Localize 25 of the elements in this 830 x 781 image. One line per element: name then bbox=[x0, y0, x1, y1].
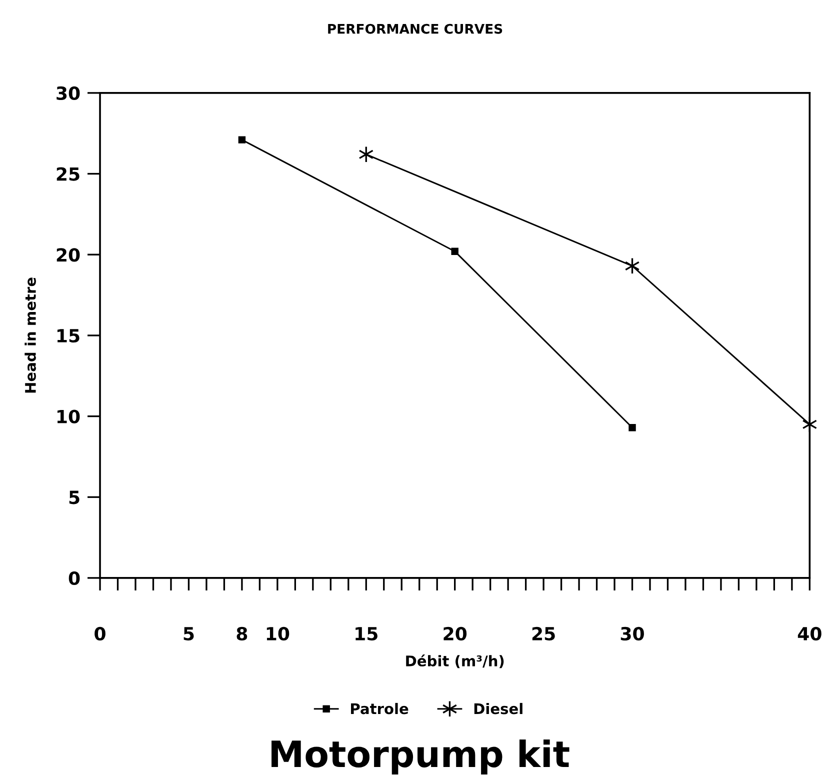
x-axis-title: Débit (m³/h) bbox=[406, 654, 504, 668]
x-tick-label: 40 bbox=[798, 626, 822, 641]
y-tick-label: 30 bbox=[56, 86, 80, 100]
point bbox=[238, 136, 246, 144]
point bbox=[451, 248, 458, 255]
x-tick-label: 30 bbox=[620, 626, 644, 641]
x-tick-label: 10 bbox=[266, 626, 290, 641]
x-tick-label: 25 bbox=[532, 626, 555, 641]
y-tick-label: 0 bbox=[68, 571, 80, 586]
x-tick-label: 20 bbox=[444, 626, 467, 641]
y-tick-label: 5 bbox=[69, 490, 80, 504]
x-tick-label: 8 bbox=[236, 626, 248, 641]
point bbox=[628, 424, 636, 432]
x-tick-label: 0 bbox=[94, 626, 106, 641]
legend-label: Patrole bbox=[351, 702, 408, 714]
legend-label: Diesel bbox=[474, 702, 522, 714]
y-tick-label: 25 bbox=[56, 167, 80, 181]
chart-title: PERFORMANCE CURVES bbox=[328, 24, 502, 34]
y-tick-label: 10 bbox=[57, 410, 80, 424]
x-tick-label: 15 bbox=[356, 627, 378, 641]
text: Motorpump kit bbox=[272, 740, 570, 774]
y-tick-label: 20 bbox=[56, 248, 80, 262]
y-axis-title: Head in metre bbox=[24, 278, 36, 393]
y-tick-label: 15 bbox=[57, 329, 80, 343]
x-tick-label: 5 bbox=[184, 627, 194, 641]
